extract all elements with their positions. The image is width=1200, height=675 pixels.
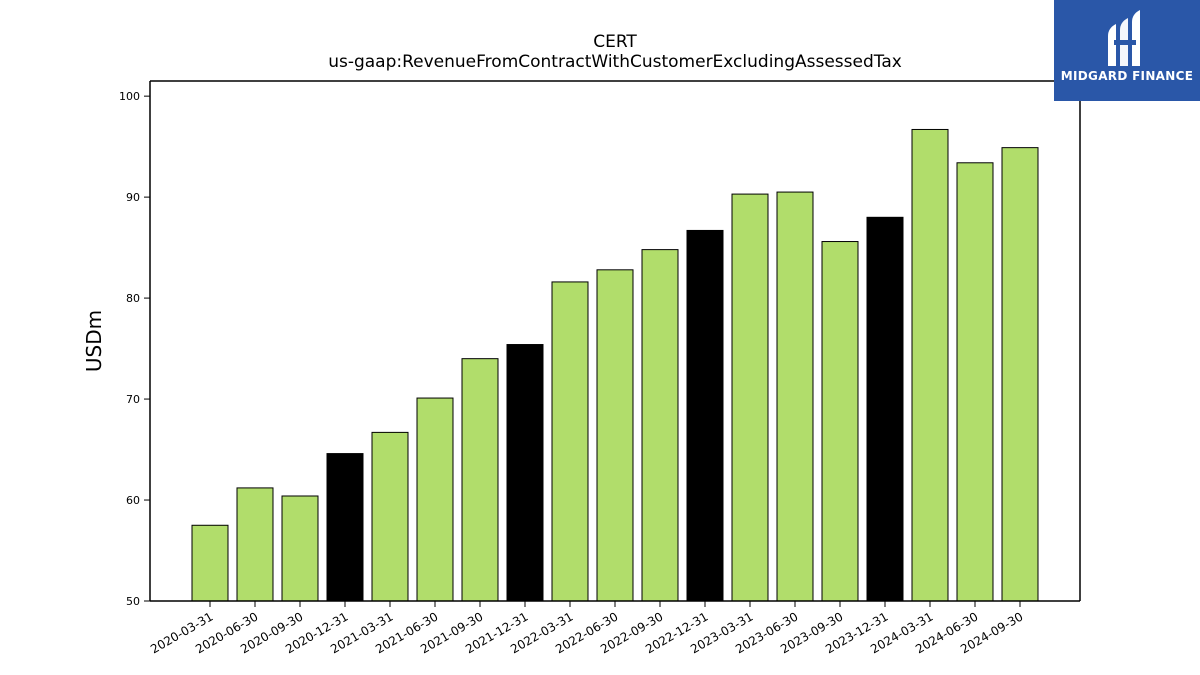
logo-text: MIDGARD FINANCE [1060, 69, 1194, 83]
bar [461, 358, 499, 602]
bar [866, 216, 904, 602]
y-tick-label: 90 [126, 191, 140, 204]
bar [1001, 147, 1039, 602]
midgard-finance-logo: MIDGARD FINANCE [1054, 0, 1200, 101]
chart-title: CERT [593, 32, 637, 52]
bar [551, 281, 589, 602]
bar [416, 397, 454, 602]
bar [281, 495, 319, 602]
bar [371, 431, 409, 602]
bar [506, 344, 544, 602]
y-tick-label: 100 [119, 90, 140, 103]
bar [956, 162, 994, 602]
bar [686, 229, 724, 602]
bar [191, 524, 229, 602]
bar [641, 249, 679, 602]
y-tick-label: 60 [126, 494, 140, 507]
bar [776, 191, 814, 602]
bar [731, 193, 769, 602]
bar [236, 487, 274, 602]
y-tick-label: 50 [126, 595, 140, 608]
chart-subtitle: us-gaap:RevenueFromContractWithCustomerE… [328, 52, 902, 72]
bar [596, 269, 634, 602]
y-tick-label: 70 [126, 393, 140, 406]
bar [821, 241, 859, 602]
y-axis-label: USDm [82, 310, 106, 372]
bar [326, 453, 364, 602]
bar [911, 128, 949, 602]
y-tick-label: 80 [126, 292, 140, 305]
logo-mark-icon [1108, 10, 1140, 66]
